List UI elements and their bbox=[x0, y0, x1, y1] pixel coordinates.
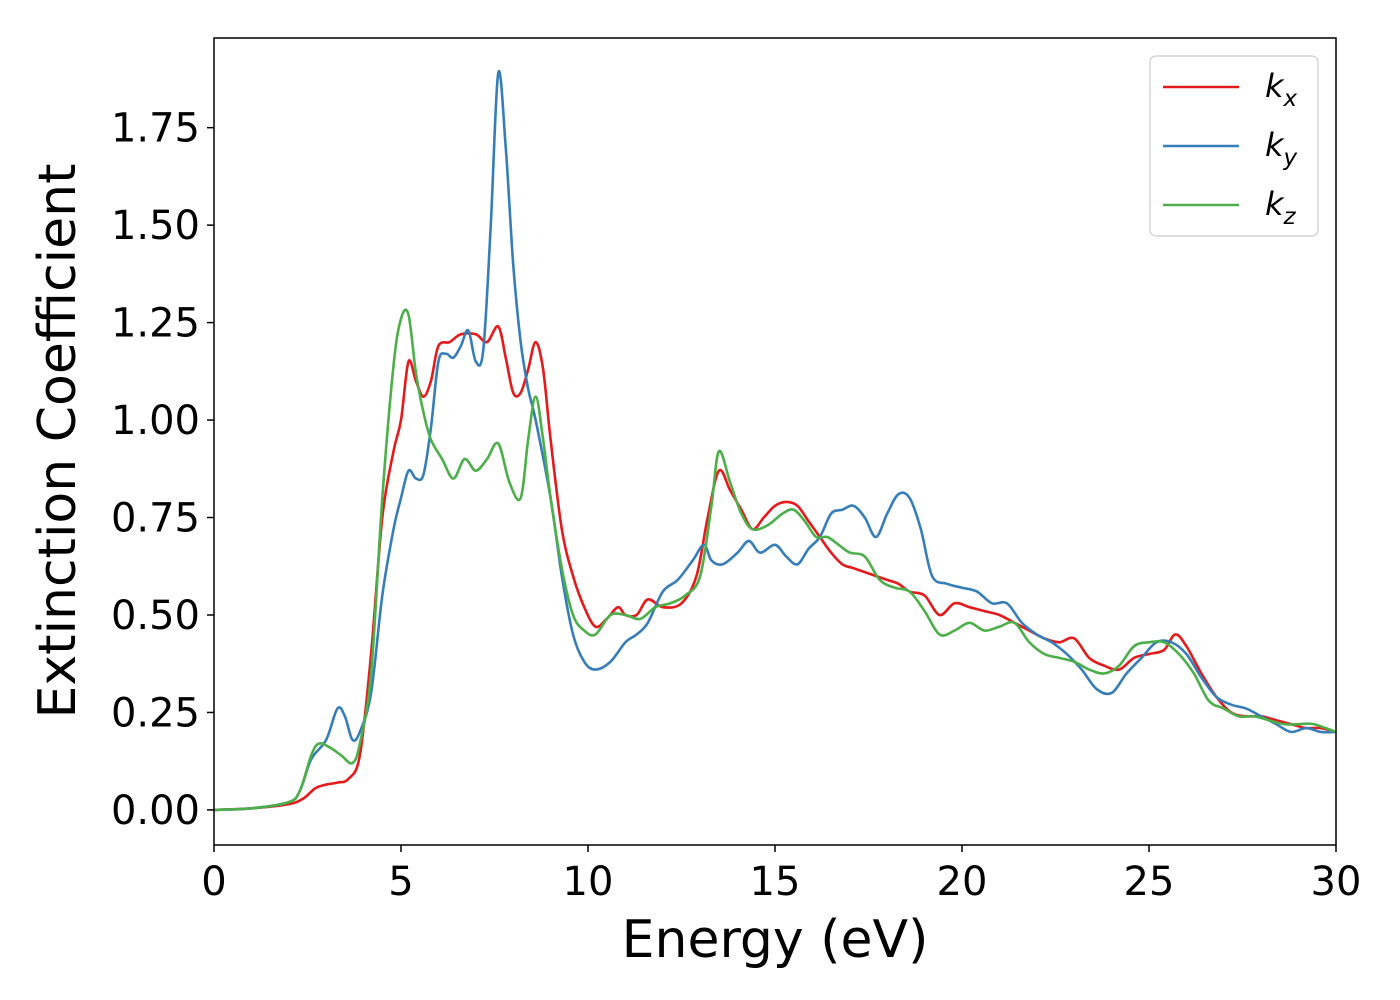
x-tick-label: 10 bbox=[563, 859, 614, 905]
x-tick-label: 5 bbox=[388, 859, 413, 905]
x-tick-label: 20 bbox=[937, 859, 988, 905]
y-tick-label: 0.50 bbox=[111, 593, 200, 639]
legend: kx ky kz bbox=[1149, 55, 1319, 237]
y-axis: 0.00 0.25 0.50 0.75 1.00 1.25 1.50 1.75 bbox=[111, 106, 214, 834]
x-axis-title: Energy (eV) bbox=[622, 910, 929, 970]
series-layer bbox=[214, 69, 1336, 812]
y-tick-label: 1.00 bbox=[111, 398, 200, 444]
legend-label-x: kx bbox=[1265, 67, 1298, 112]
y-tick-label: 1.50 bbox=[111, 203, 200, 249]
x-tick-label: 0 bbox=[201, 859, 226, 905]
series-line-z bbox=[214, 308, 1336, 812]
x-axis: 0 5 10 15 20 25 30 bbox=[201, 845, 1361, 905]
series-line-y bbox=[214, 69, 1336, 812]
y-tick-label: 1.75 bbox=[111, 106, 200, 152]
y-tick-label: 0.00 bbox=[111, 788, 200, 834]
y-tick-label: 0.25 bbox=[111, 690, 200, 736]
y-axis-title: Extinction Coefficient bbox=[28, 164, 88, 719]
legend-label-z: kz bbox=[1265, 185, 1297, 230]
x-tick-label: 25 bbox=[1124, 859, 1175, 905]
y-tick-label: 0.75 bbox=[111, 496, 200, 542]
y-tick-label: 1.25 bbox=[111, 301, 200, 347]
legend-label-y: ky bbox=[1265, 126, 1298, 171]
x-tick-label: 30 bbox=[1311, 859, 1362, 905]
series-line-x bbox=[214, 325, 1336, 812]
x-tick-label: 15 bbox=[750, 859, 801, 905]
